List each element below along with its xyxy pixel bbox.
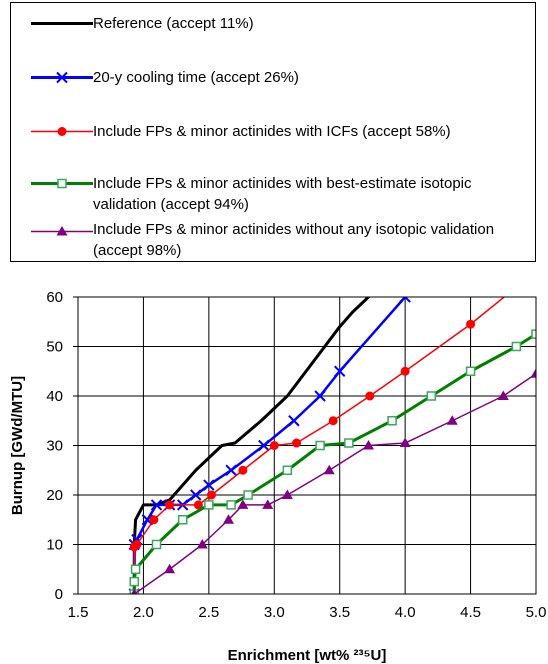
- series-0: [132, 297, 371, 594]
- data-point: [363, 440, 375, 450]
- data-point: [323, 464, 335, 475]
- legend-label-reference: Reference (accept 11%): [93, 15, 254, 32]
- data-point: [149, 515, 159, 525]
- x-tick-label: 4.0: [395, 604, 416, 621]
- data-point: [334, 365, 346, 377]
- data-point: [225, 464, 237, 476]
- x-tick-label: 3.0: [264, 604, 285, 621]
- data-point: [165, 500, 175, 510]
- data-point: [190, 489, 202, 501]
- data-point: [314, 390, 326, 402]
- series-layer: [128, 297, 536, 594]
- data-point: [328, 416, 338, 426]
- data-point: [426, 391, 437, 401]
- legend-label-icfs: Include FPs & minor actinides with ICFs …: [93, 123, 451, 140]
- legend-label-cooling: 20-y cooling time (accept 26%): [93, 69, 299, 86]
- y-tick-label: 40: [46, 388, 63, 405]
- data-point: [204, 500, 214, 510]
- data-point: [344, 438, 354, 448]
- y-tick-label: 0: [55, 586, 63, 603]
- series-line: [132, 297, 371, 594]
- data-point: [129, 576, 140, 587]
- legend-swatch-no-validation: [31, 226, 93, 236]
- data-point: [466, 319, 476, 329]
- data-point: [465, 366, 476, 376]
- y-tick-label: 30: [46, 438, 63, 455]
- plot-frame: [77, 296, 537, 595]
- data-point: [497, 390, 509, 400]
- y-axis-title: Burnup [GWd/MTU]: [9, 376, 26, 515]
- series-4: [131, 368, 536, 594]
- y-tick-label: 60: [46, 289, 63, 306]
- x-tick-label: 3.5: [329, 604, 350, 621]
- data-point: [365, 391, 375, 401]
- data-point: [282, 465, 293, 475]
- series-2: [129, 297, 506, 594]
- data-point: [131, 588, 138, 594]
- series-line: [133, 297, 506, 594]
- series-line: [132, 332, 536, 594]
- data-point: [196, 539, 208, 549]
- data-point: [203, 479, 215, 491]
- legend-swatch-icfs: [31, 127, 93, 136]
- data-point: [243, 490, 253, 500]
- data-point: [237, 499, 249, 509]
- data-point: [269, 441, 279, 450]
- data-point: [262, 499, 274, 509]
- data-point: [206, 490, 216, 500]
- y-tick-label: 10: [46, 537, 63, 554]
- series-line: [133, 373, 536, 594]
- data-point: [164, 563, 176, 574]
- x-tick-label: 5.0: [526, 604, 547, 621]
- data-point: [387, 416, 397, 426]
- data-point: [530, 368, 536, 378]
- legend-swatch-best-estimate: [31, 178, 93, 189]
- legend-swatch-reference: [31, 22, 93, 25]
- data-point: [226, 500, 236, 510]
- data-point: [315, 440, 325, 451]
- data-point: [292, 438, 302, 448]
- data-point: [281, 489, 293, 499]
- y-tick-label: 20: [46, 487, 63, 504]
- legend-label-no-validation: Include FPs & minor actinides without an…: [93, 221, 495, 259]
- data-point: [238, 465, 248, 475]
- y-tick-label: 50: [46, 339, 63, 356]
- tick-labels: 1.5 2.0 2.5 3.0 3.5 4.0 4.5 5.0 0 10 20 30 40 50 60: [46, 289, 546, 621]
- grid: [73, 296, 537, 595]
- legend-label-best-estimate: Include FPs & minor actinides with best-…: [93, 175, 472, 213]
- data-point: [193, 500, 203, 510]
- data-point: [222, 514, 234, 524]
- x-tick-label: 2.0: [133, 604, 154, 621]
- data-point: [151, 539, 162, 550]
- data-point: [399, 297, 411, 303]
- data-point: [177, 515, 188, 525]
- data-point: [130, 564, 141, 574]
- x-tick-label: 4.5: [460, 604, 481, 621]
- legend-swatch-cooling: [31, 71, 93, 84]
- data-point: [258, 439, 270, 452]
- data-point: [132, 540, 142, 549]
- data-point: [400, 366, 410, 376]
- x-tick-label: 2.5: [198, 604, 219, 621]
- series-3: [129, 329, 536, 594]
- data-point: [446, 415, 458, 425]
- data-point: [288, 415, 300, 427]
- data-point: [399, 437, 411, 448]
- data-point: [511, 341, 522, 352]
- x-axis-title: Enrichment [wt% ²³⁵U]: [228, 647, 387, 664]
- data-point: [141, 514, 154, 526]
- data-point: [150, 499, 163, 511]
- x-tick-label: 1.5: [68, 604, 89, 621]
- data-point: [531, 329, 536, 339]
- legend: Reference (accept 11%) 20-y cooling time…: [10, 2, 536, 262]
